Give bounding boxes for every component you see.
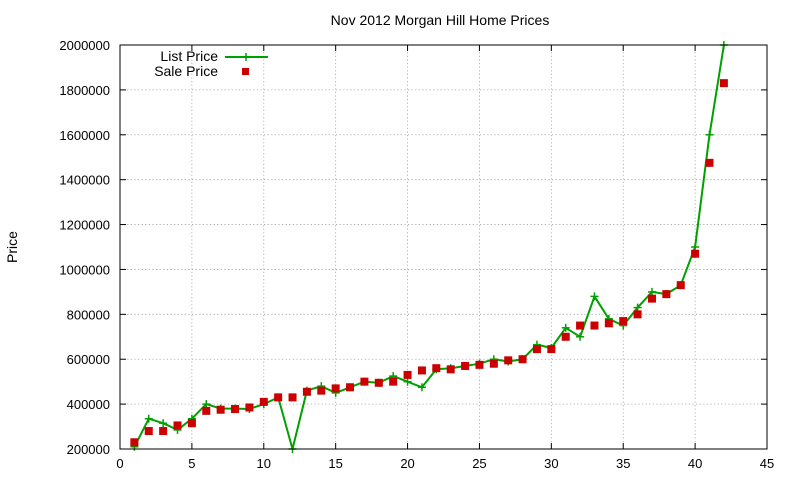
sale-price-marker <box>374 378 383 387</box>
y-tick-label: 1200000 <box>59 218 110 233</box>
series-layer <box>130 41 728 453</box>
list-price-marker <box>159 419 168 428</box>
sale-price-marker <box>504 356 513 365</box>
sale-price-marker <box>647 294 656 303</box>
sale-price-marker <box>403 370 412 379</box>
y-tick-label: 2000000 <box>59 38 110 53</box>
list-price-marker <box>705 130 714 139</box>
sale-price-marker <box>518 355 527 364</box>
sale-price-marker <box>389 377 398 386</box>
list-price-marker <box>561 323 570 332</box>
y-tick-label: 1400000 <box>59 173 110 188</box>
sale-price-marker <box>619 317 628 326</box>
x-tick-label: 35 <box>616 456 630 471</box>
sale-price-marker <box>274 393 283 402</box>
chart-title: Nov 2012 Morgan Hill Home Prices <box>331 12 550 28</box>
list-price-marker <box>633 303 642 312</box>
y-tick-label: 400000 <box>67 397 110 412</box>
sale-price-marker <box>475 360 484 369</box>
sale-price-marker <box>705 158 714 167</box>
sale-price-marker <box>202 406 211 415</box>
sale-price-marker <box>719 79 728 88</box>
sale-price-marker <box>532 345 541 354</box>
x-tick-label: 25 <box>472 456 486 471</box>
sale-price-marker <box>331 384 340 393</box>
x-tick-label: 15 <box>328 456 342 471</box>
list-price-marker <box>576 332 585 341</box>
x-tick-label: 10 <box>257 456 271 471</box>
legend-marker-list-price <box>242 53 250 61</box>
grid-lines <box>120 45 767 449</box>
sale-price-marker <box>231 405 240 414</box>
legend-label-sale-price: Sale Price <box>154 63 218 79</box>
sale-price-marker <box>590 321 599 330</box>
sale-price-marker <box>561 332 570 341</box>
sale-price-marker <box>662 290 671 299</box>
y-tick-label: 200000 <box>67 442 110 457</box>
axis-ticks: 0 5 10 15 20 25 30 35 40 45 200000 400000 600000 8000… <box>59 38 774 471</box>
legend-label-list-price: List Price <box>160 48 218 64</box>
sale-price-marker <box>417 366 426 375</box>
sale-price-marker <box>346 383 355 392</box>
list-price-marker <box>144 414 153 423</box>
sale-price-marker <box>245 403 254 412</box>
sale-price-marker <box>432 364 441 373</box>
sale-price-marker <box>187 419 196 428</box>
sale-price-marker <box>633 310 642 319</box>
list-price-marker <box>417 383 426 392</box>
x-tick-label: 45 <box>760 456 774 471</box>
sale-price-marker <box>159 427 168 436</box>
sale-price-marker <box>360 377 369 386</box>
sale-price-marker <box>489 359 498 368</box>
legend-marker-sale-price <box>242 68 249 75</box>
sale-price-marker <box>216 405 225 414</box>
y-axis-label: Price <box>4 231 20 263</box>
list-price-marker <box>590 292 599 301</box>
sale-price-marker <box>461 361 470 370</box>
x-tick-label: 5 <box>188 456 195 471</box>
y-tick-label: 1000000 <box>59 262 110 277</box>
sale-price-marker <box>144 427 153 436</box>
sale-price-marker <box>259 397 268 406</box>
x-tick-label: 0 <box>116 456 123 471</box>
list-price-marker <box>403 377 412 386</box>
x-tick-label: 40 <box>688 456 702 471</box>
sale-price-marker <box>691 249 700 258</box>
sale-price-marker <box>446 365 455 374</box>
sale-price-marker <box>676 281 685 290</box>
plot-frame <box>119 44 768 450</box>
list-price-line <box>133 44 725 450</box>
x-tick-label: 20 <box>400 456 414 471</box>
list-price-marker <box>202 400 211 409</box>
sale-price-marker <box>173 421 182 430</box>
sale-price-marker <box>130 438 139 447</box>
list-price-marker <box>647 287 656 296</box>
sale-price-marker <box>547 345 556 354</box>
legend: List Price Sale Price <box>154 48 268 79</box>
sale-price-marker <box>317 386 326 395</box>
list-price-marker <box>691 243 700 251</box>
y-tick-label: 800000 <box>67 307 110 322</box>
sale-price-marker <box>576 321 585 330</box>
sale-price-marker <box>302 387 311 396</box>
y-tick-label: 1800000 <box>59 83 110 98</box>
y-tick-label: 1600000 <box>59 128 110 143</box>
sale-price-marker <box>604 319 613 328</box>
x-tick-label: 30 <box>544 456 558 471</box>
sale-price-marker <box>288 393 297 402</box>
y-tick-label: 600000 <box>67 352 110 367</box>
